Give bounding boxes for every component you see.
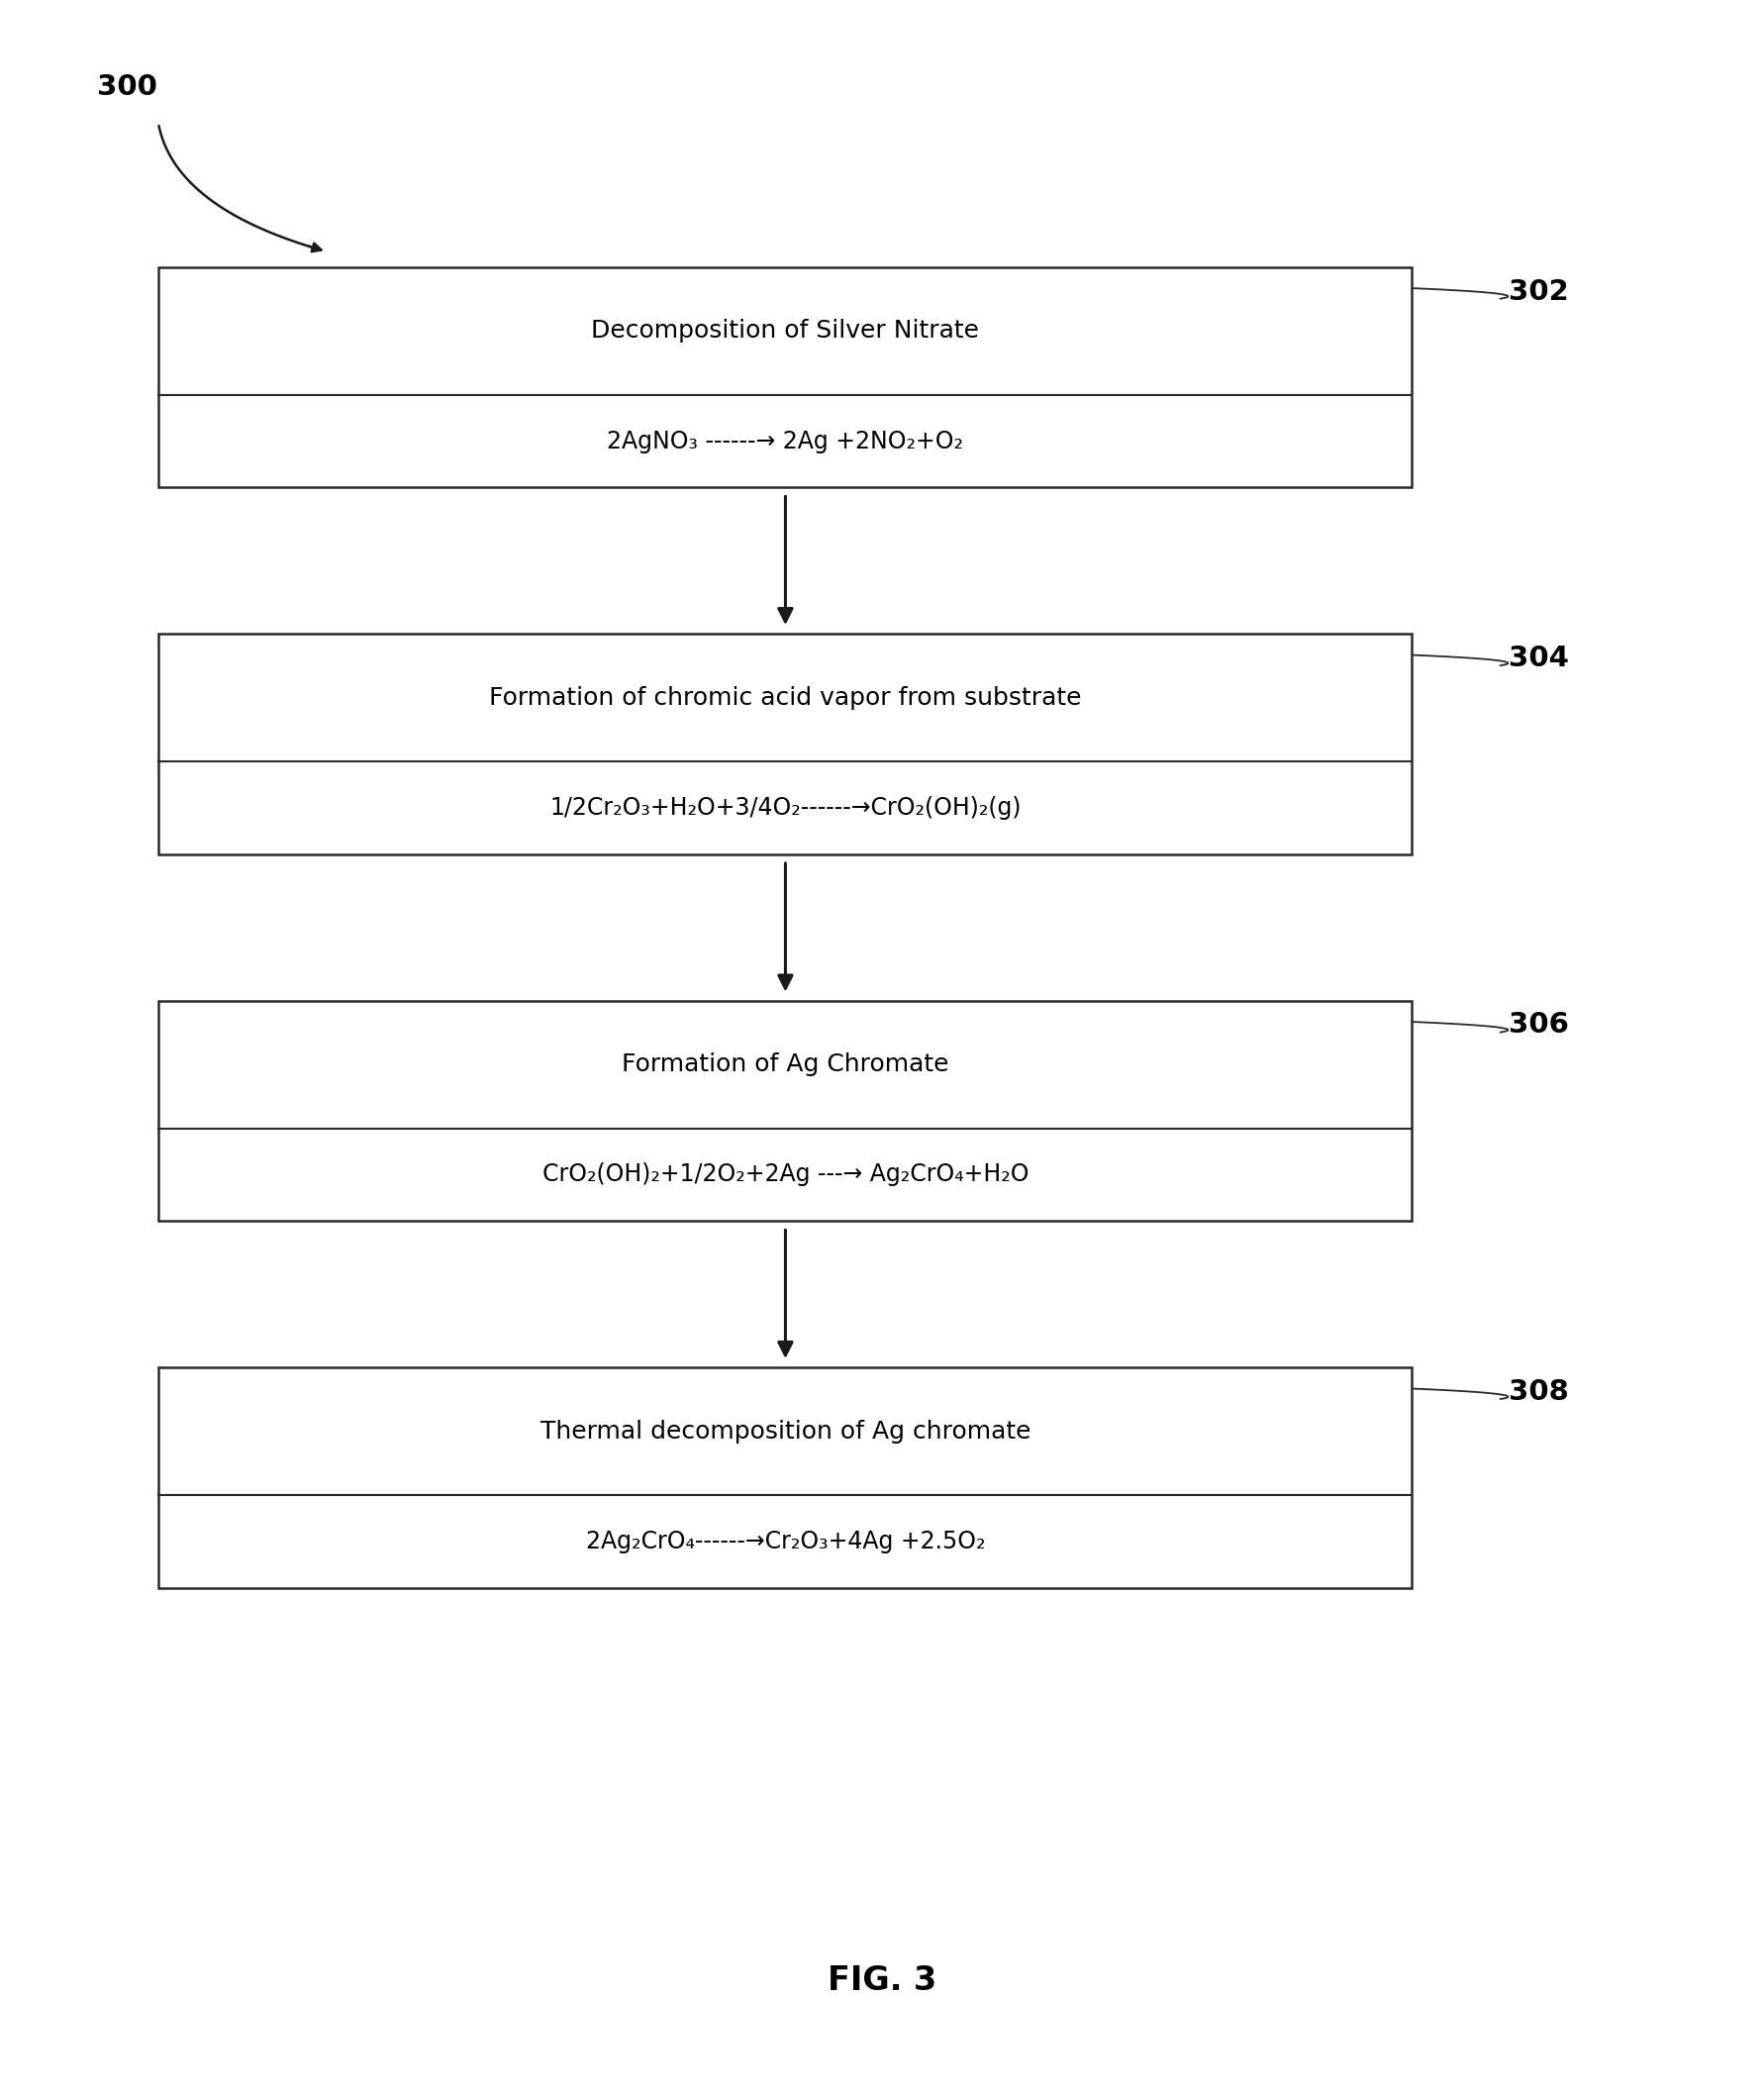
Text: 2Ag₂CrO₄------→Cr₂O₃+4Ag +2.5O₂: 2Ag₂CrO₄------→Cr₂O₃+4Ag +2.5O₂ xyxy=(586,1530,984,1553)
Text: 300: 300 xyxy=(97,73,157,101)
Text: 306: 306 xyxy=(1508,1012,1568,1040)
Bar xyxy=(159,1002,1411,1220)
Text: Formation of Ag Chromate: Formation of Ag Chromate xyxy=(621,1052,949,1077)
Text: Decomposition of Silver Nitrate: Decomposition of Silver Nitrate xyxy=(591,319,979,344)
Text: Thermal decomposition of Ag chromate: Thermal decomposition of Ag chromate xyxy=(540,1419,1030,1444)
Text: 1/2Cr₂O₃+H₂O+3/4O₂------→CrO₂(OH)₂(g): 1/2Cr₂O₃+H₂O+3/4O₂------→CrO₂(OH)₂(g) xyxy=(549,796,1021,820)
Text: 2AgNO₃ ------→ 2Ag +2NO₂+O₂: 2AgNO₃ ------→ 2Ag +2NO₂+O₂ xyxy=(607,430,963,453)
Text: 302: 302 xyxy=(1508,279,1568,306)
Bar xyxy=(159,635,1411,855)
Text: CrO₂(OH)₂+1/2O₂+2Ag ---→ Ag₂CrO₄+H₂O: CrO₂(OH)₂+1/2O₂+2Ag ---→ Ag₂CrO₄+H₂O xyxy=(542,1163,1028,1186)
Text: FIG. 3: FIG. 3 xyxy=(827,1964,937,1997)
Bar xyxy=(159,268,1411,488)
Text: 308: 308 xyxy=(1508,1379,1568,1406)
Text: Formation of chromic acid vapor from substrate: Formation of chromic acid vapor from sub… xyxy=(489,685,1081,711)
Text: 304: 304 xyxy=(1508,646,1568,673)
Bar xyxy=(159,1369,1411,1589)
